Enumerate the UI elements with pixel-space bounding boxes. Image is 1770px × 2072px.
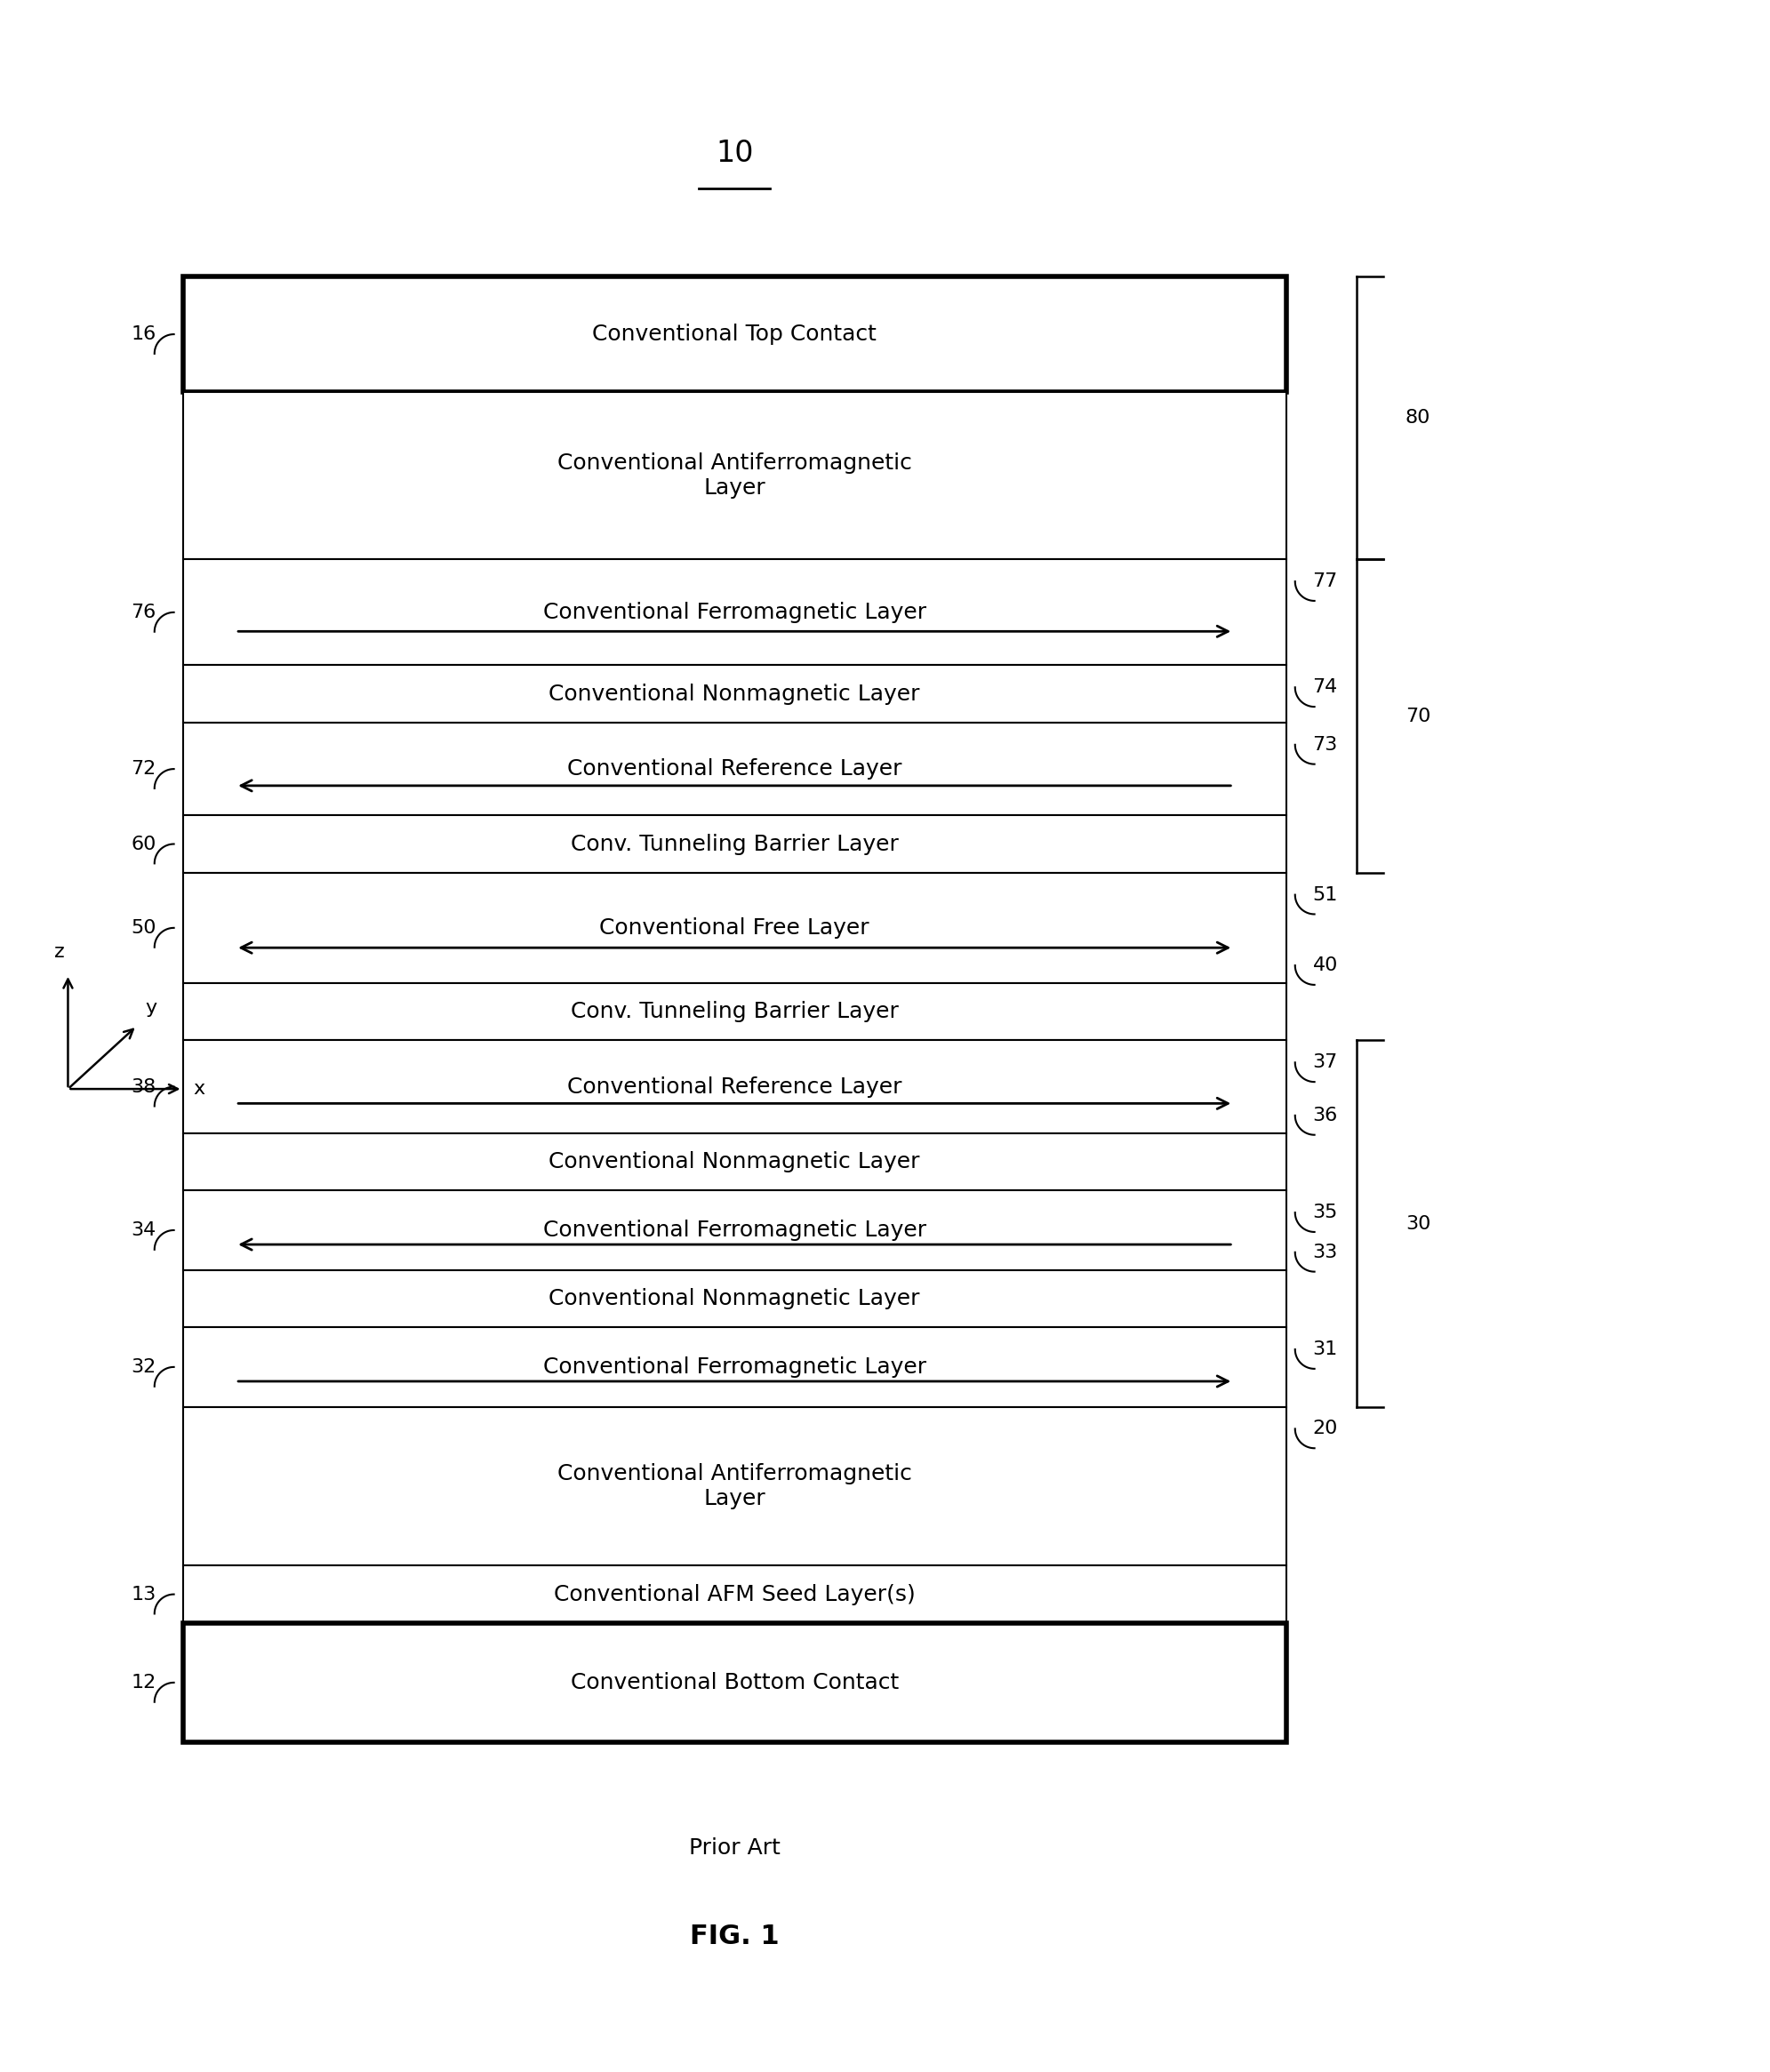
- Text: 40: 40: [1313, 957, 1338, 974]
- Text: 13: 13: [131, 1585, 156, 1604]
- Text: 60: 60: [131, 835, 156, 854]
- Text: 20: 20: [1313, 1419, 1338, 1438]
- Text: Conventional Reference Layer: Conventional Reference Layer: [566, 758, 903, 779]
- Text: 77: 77: [1313, 572, 1338, 591]
- Text: Conventional AFM Seed Layer(s): Conventional AFM Seed Layer(s): [554, 1583, 915, 1606]
- Text: 32: 32: [131, 1357, 156, 1376]
- Text: 16: 16: [131, 325, 156, 344]
- Bar: [182, 814, 1287, 872]
- Text: 35: 35: [1313, 1204, 1338, 1220]
- Text: Conventional Ferromagnetic Layer: Conventional Ferromagnetic Layer: [543, 1220, 926, 1241]
- Text: 72: 72: [131, 760, 156, 777]
- Text: 38: 38: [131, 1077, 156, 1096]
- Text: 70: 70: [1405, 707, 1430, 725]
- Text: Conventional Reference Layer: Conventional Reference Layer: [566, 1075, 903, 1098]
- Bar: [182, 1040, 1287, 1133]
- Bar: [182, 723, 1287, 814]
- Text: Conventional Free Layer: Conventional Free Layer: [600, 918, 869, 939]
- Text: Conventional Bottom Contact: Conventional Bottom Contact: [570, 1672, 899, 1693]
- Bar: [182, 1328, 1287, 1407]
- Bar: [182, 278, 1287, 392]
- Text: Conventional Nonmagnetic Layer: Conventional Nonmagnetic Layer: [549, 1152, 920, 1173]
- Text: Conventional Ferromagnetic Layer: Conventional Ferromagnetic Layer: [543, 601, 926, 624]
- Text: y: y: [145, 999, 158, 1017]
- Bar: [182, 392, 1287, 559]
- Bar: [182, 1407, 1287, 1566]
- Text: Conv. Tunneling Barrier Layer: Conv. Tunneling Barrier Layer: [570, 833, 899, 854]
- Text: 12: 12: [131, 1674, 156, 1691]
- Text: 34: 34: [131, 1220, 156, 1239]
- Text: 50: 50: [131, 920, 156, 937]
- Text: 37: 37: [1313, 1053, 1338, 1071]
- Text: 31: 31: [1313, 1341, 1338, 1359]
- Bar: [182, 1191, 1287, 1270]
- Text: 80: 80: [1405, 410, 1430, 427]
- Text: Prior Art: Prior Art: [689, 1838, 781, 1859]
- Text: Conventional Ferromagnetic Layer: Conventional Ferromagnetic Layer: [543, 1357, 926, 1378]
- Text: 51: 51: [1313, 887, 1338, 903]
- Text: Conv. Tunneling Barrier Layer: Conv. Tunneling Barrier Layer: [570, 1001, 899, 1021]
- Text: Conventional Nonmagnetic Layer: Conventional Nonmagnetic Layer: [549, 1289, 920, 1310]
- Text: x: x: [193, 1080, 205, 1098]
- Bar: [182, 559, 1287, 665]
- Bar: [182, 665, 1287, 723]
- Text: Conventional Antiferromagnetic
Layer: Conventional Antiferromagnetic Layer: [558, 452, 912, 499]
- Bar: [182, 982, 1287, 1040]
- Bar: [182, 1133, 1287, 1191]
- Text: 33: 33: [1313, 1243, 1338, 1262]
- Text: Conventional Nonmagnetic Layer: Conventional Nonmagnetic Layer: [549, 684, 920, 704]
- Text: 73: 73: [1313, 736, 1338, 754]
- Bar: [182, 1270, 1287, 1328]
- Text: 30: 30: [1405, 1214, 1430, 1233]
- Text: 74: 74: [1313, 678, 1338, 696]
- Text: FIG. 1: FIG. 1: [690, 1923, 779, 1950]
- Text: 36: 36: [1313, 1106, 1338, 1125]
- Bar: [182, 1622, 1287, 1743]
- Text: z: z: [53, 943, 64, 961]
- Text: 10: 10: [715, 139, 754, 168]
- Bar: [182, 1566, 1287, 1622]
- Text: 76: 76: [131, 603, 156, 622]
- Bar: [182, 872, 1287, 982]
- Text: Conventional Antiferromagnetic
Layer: Conventional Antiferromagnetic Layer: [558, 1463, 912, 1508]
- Text: Conventional Top Contact: Conventional Top Contact: [593, 323, 876, 344]
